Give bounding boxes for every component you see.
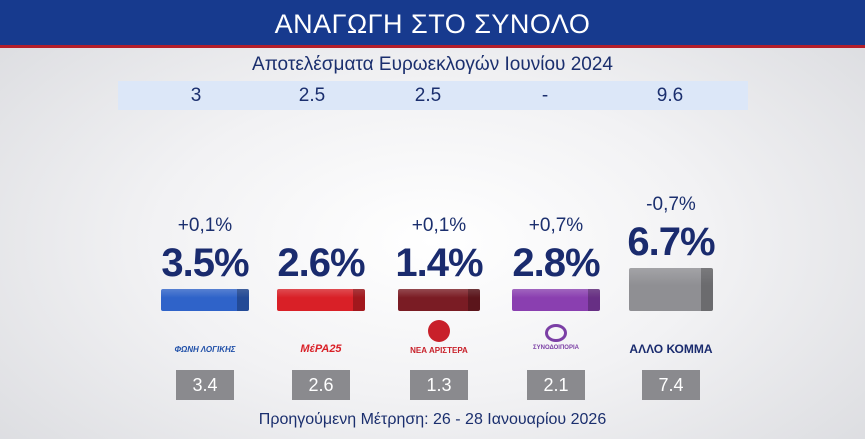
chart-data-label: 2.8% bbox=[512, 241, 600, 285]
chart-bar bbox=[512, 289, 600, 311]
chart-bar-cap bbox=[353, 289, 365, 311]
chart-change-label: -0,7% bbox=[646, 194, 696, 215]
chart-bar-cap bbox=[237, 289, 249, 311]
previous-value: 7.4 bbox=[642, 370, 700, 400]
chart-data-label: 2.6% bbox=[277, 241, 365, 285]
party-logo: ΣΥΝΟΔΟΙΠΟΡΙΑ bbox=[501, 324, 611, 362]
reference-title: Αποτελέσματα Ευρωεκλογών Ιουνίου 2024 bbox=[252, 54, 613, 75]
chart-bar bbox=[277, 289, 365, 311]
reference-value: 2.5 bbox=[414, 85, 442, 106]
chart-bar-cap bbox=[468, 289, 480, 311]
previous-value: 2.1 bbox=[527, 370, 585, 400]
chart-change-label: +0,1% bbox=[177, 215, 233, 236]
party-logo: ΜέΡΑ25 bbox=[300, 343, 342, 355]
reference-value: 3 bbox=[190, 85, 202, 106]
previous-measurement-note: Προηγούμενη Μέτρηση: 26 - 28 Ιανουαρίου … bbox=[258, 411, 607, 428]
chart-change-label: +0,1% bbox=[411, 215, 467, 236]
chart-bar bbox=[398, 289, 480, 311]
page-title: ΑΝΑΓΩΓΗ ΣΤΟ ΣΥΝΟΛΟ bbox=[0, 0, 865, 48]
reference-value: - bbox=[541, 85, 549, 106]
reference-band bbox=[118, 81, 748, 110]
previous-value: 2.6 bbox=[292, 370, 350, 400]
chart-bar-cap bbox=[588, 289, 600, 311]
reference-value: 2.5 bbox=[298, 85, 326, 106]
chart-bar-cap bbox=[701, 268, 713, 311]
party-logo: ΝΕΑ ΑΡΙΣΤΕΡΑ bbox=[384, 320, 494, 362]
chart-change-label: +0,7% bbox=[528, 215, 584, 236]
chart-data-label: 3.5% bbox=[161, 241, 249, 285]
nea-aristera-icon bbox=[428, 320, 450, 342]
party-logo: ΦΩΝΗ ΛΟΓΙΚΗΣ bbox=[174, 344, 236, 354]
chart-data-label: 1.4% bbox=[395, 241, 483, 285]
flower-icon bbox=[545, 324, 567, 342]
chart-data-label: 6.7% bbox=[627, 220, 715, 264]
previous-value: 1.3 bbox=[410, 370, 468, 400]
reference-value: 9.6 bbox=[656, 85, 684, 106]
previous-value: 3.4 bbox=[176, 370, 234, 400]
chart-bar bbox=[629, 268, 713, 311]
party-logo: ΑΛΛΟ ΚΟΜΜΑ bbox=[629, 342, 713, 356]
chart-bar bbox=[161, 289, 249, 311]
